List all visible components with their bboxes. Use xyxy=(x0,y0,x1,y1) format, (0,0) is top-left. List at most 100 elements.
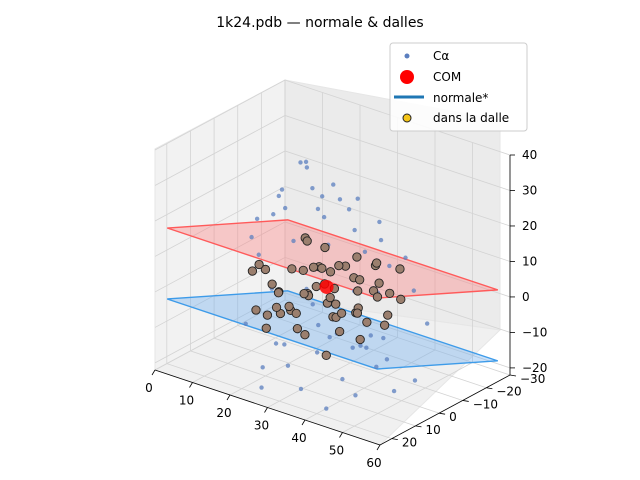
legend: Cα COM normale* dans la dalle xyxy=(389,42,528,132)
calpha-point xyxy=(276,193,282,199)
y-tick xyxy=(486,387,493,390)
y-tick xyxy=(415,425,422,428)
slab-point xyxy=(302,236,312,246)
y-tick-label: −20 xyxy=(496,385,521,399)
slab-point xyxy=(379,320,390,330)
calpha-point xyxy=(403,255,408,260)
calpha-point xyxy=(256,252,261,257)
slab-point xyxy=(271,302,282,313)
grid-line-y xyxy=(190,130,416,427)
slab-point xyxy=(298,265,308,276)
slab-point xyxy=(334,326,345,337)
z-tick-label: 0 xyxy=(522,290,530,304)
grid-line-z xyxy=(154,221,511,298)
calpha-point xyxy=(387,263,392,269)
slab-point xyxy=(355,334,365,345)
calpha-point xyxy=(254,216,260,222)
y-tick-label: 10 xyxy=(425,423,440,437)
slab-point xyxy=(308,262,319,272)
x-tick-label: 60 xyxy=(366,456,381,470)
slab-point xyxy=(371,258,382,268)
calpha-point xyxy=(321,214,327,220)
slab-point xyxy=(355,275,365,285)
calpha-point xyxy=(412,378,418,383)
calpha-point xyxy=(298,160,303,165)
calpha-point xyxy=(273,341,279,346)
x-tick xyxy=(339,432,343,438)
grid-line-z xyxy=(154,186,511,262)
y-tick xyxy=(509,374,517,377)
x-tick-label: 40 xyxy=(291,431,306,445)
y-tick-label: −10 xyxy=(473,397,498,411)
slab-point xyxy=(267,279,277,289)
calpha-point xyxy=(381,335,386,341)
data-points xyxy=(243,159,430,411)
slab-point xyxy=(321,350,331,360)
calpha-point xyxy=(340,376,345,382)
x-tick xyxy=(376,444,381,451)
slab-point xyxy=(395,264,405,274)
calpha-point xyxy=(324,406,329,411)
chart-title: 1k24.pdb — normale & dalles xyxy=(216,15,423,31)
slab-point xyxy=(385,288,395,298)
slab-point xyxy=(287,264,297,274)
slab-point xyxy=(261,323,271,333)
slab-point xyxy=(260,264,271,275)
calpha-point xyxy=(377,219,382,225)
calpha-point xyxy=(350,345,355,350)
calpha-point xyxy=(282,205,288,211)
slab-point xyxy=(299,289,309,299)
z-tick-label: −10 xyxy=(522,325,547,339)
calpha-point xyxy=(362,249,368,254)
calpha-point xyxy=(346,207,352,212)
calpha-point xyxy=(358,343,363,348)
slab-point xyxy=(325,267,336,277)
calpha-point xyxy=(411,288,417,293)
grid-line-y xyxy=(284,80,511,376)
slab-point xyxy=(247,266,258,276)
calpha-point xyxy=(319,194,325,199)
calpha-point xyxy=(260,365,265,370)
slab-point xyxy=(362,317,372,327)
calpha-point xyxy=(368,333,373,338)
x-tick-label: 30 xyxy=(254,419,269,433)
calpha-point xyxy=(285,363,291,368)
calpha-point xyxy=(310,302,315,307)
calpha-point xyxy=(282,342,287,347)
slab-point xyxy=(334,260,344,271)
z-tick-label: 20 xyxy=(522,219,537,233)
y-tick xyxy=(391,438,398,441)
slab-point xyxy=(311,281,321,292)
z-tick-label: −20 xyxy=(522,361,547,375)
grid-line-z xyxy=(154,292,511,369)
slab-point xyxy=(284,301,294,312)
z-tick-label: 10 xyxy=(522,254,537,268)
slab-point xyxy=(374,278,384,288)
calpha-point xyxy=(291,238,296,244)
slab-point xyxy=(396,294,406,304)
legend-slab-label: dans la dalle xyxy=(433,111,509,125)
slab-planes xyxy=(167,219,498,370)
calpha-point xyxy=(331,182,336,187)
grid-line-y xyxy=(260,92,487,389)
calpha-point xyxy=(352,227,357,233)
legend-normale-label: normale* xyxy=(433,91,488,105)
slab-point xyxy=(353,286,363,296)
x-tick xyxy=(264,407,268,413)
x-tick-label: 50 xyxy=(329,444,344,458)
legend-com-label: COM xyxy=(433,70,461,84)
calpha-point xyxy=(327,335,332,340)
axes: 0102030405060−30−20−1001020−20−100102030… xyxy=(145,148,547,470)
y-tick xyxy=(462,400,469,402)
slab-point xyxy=(352,252,362,262)
calpha-point xyxy=(243,321,248,326)
slab-point xyxy=(372,292,383,302)
legend-calpha-marker xyxy=(404,53,410,59)
slab-point xyxy=(291,308,301,319)
y-tick-label: 0 xyxy=(449,410,457,424)
y-tick-label: 20 xyxy=(402,436,417,450)
z-tick-label: 40 xyxy=(522,148,537,162)
calpha-point xyxy=(337,197,343,202)
slab-point xyxy=(331,299,341,309)
grid-line-z xyxy=(154,150,511,227)
